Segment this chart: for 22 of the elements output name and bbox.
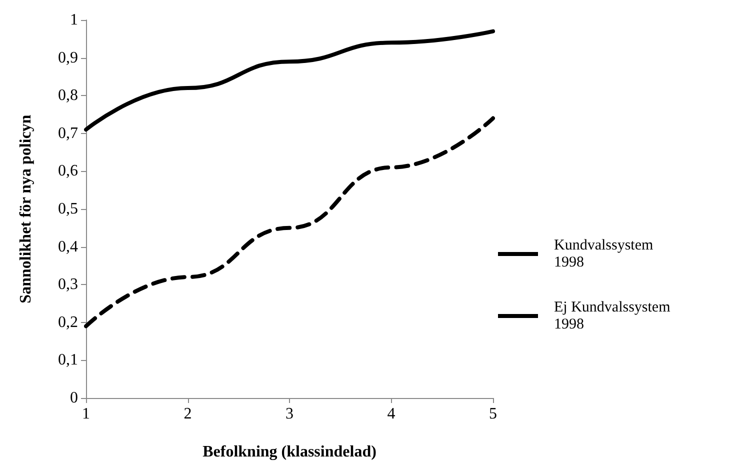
y-tick-label: 0,2	[58, 314, 78, 331]
y-tick-label: 0,7	[58, 124, 78, 142]
y-tick-label: 1	[70, 12, 78, 28]
x-tick-label: 5	[489, 406, 497, 422]
y-tick-label: 0,8	[58, 87, 78, 104]
legend-label: Kundvalssystem 1998	[554, 238, 657, 270]
y-axis-title: Sannolikhet för nya policyn	[18, 114, 34, 304]
line-series	[84, 116, 495, 328]
y-tick-label: 0	[70, 390, 78, 406]
x-tick-label: 1	[82, 406, 90, 422]
y-tick-label: 0,4	[58, 238, 78, 256]
y-tick-label: 0,9	[58, 49, 78, 66]
x-tick-label: 2	[184, 406, 192, 422]
y-tick-label: 0,1	[58, 352, 78, 369]
x-tick-label: 3	[286, 406, 294, 422]
x-axis-title: Befolkning (klassindelad)	[202, 444, 376, 460]
y-tick-label: 0,6	[58, 162, 78, 180]
x-tick-label: 4	[387, 406, 396, 422]
legend-label: Ej Kundvalssystem 1998	[554, 300, 674, 332]
y-tick-label: 0,3	[58, 276, 78, 294]
y-tick-label: 0,5	[58, 200, 78, 218]
line-series	[84, 29, 495, 132]
